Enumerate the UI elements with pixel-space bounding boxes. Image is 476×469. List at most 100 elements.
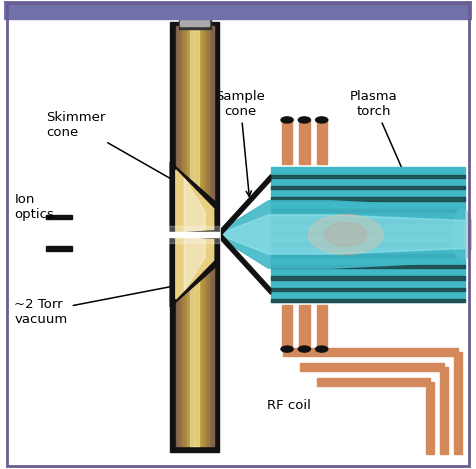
Bar xyxy=(192,237,193,446)
Bar xyxy=(271,265,465,268)
Ellipse shape xyxy=(308,215,383,254)
Bar xyxy=(202,26,204,232)
Bar xyxy=(300,363,444,371)
Bar xyxy=(211,26,212,232)
Bar xyxy=(181,237,182,446)
Bar xyxy=(183,26,185,232)
Bar xyxy=(196,26,197,232)
Bar xyxy=(454,352,462,454)
Bar xyxy=(271,242,465,246)
Bar xyxy=(188,237,190,446)
Bar xyxy=(426,382,434,454)
Bar xyxy=(195,26,196,232)
Ellipse shape xyxy=(325,223,367,246)
Bar xyxy=(212,26,214,232)
Bar xyxy=(46,215,72,219)
Polygon shape xyxy=(222,234,271,295)
Bar xyxy=(200,237,201,446)
Bar xyxy=(192,26,193,232)
Bar xyxy=(191,26,192,232)
Bar xyxy=(317,120,327,164)
Bar xyxy=(271,220,465,223)
Polygon shape xyxy=(170,236,219,307)
Bar xyxy=(271,276,465,280)
Bar xyxy=(187,237,188,446)
Bar xyxy=(201,26,202,232)
Bar xyxy=(181,26,182,232)
Bar xyxy=(208,26,210,232)
Bar xyxy=(299,305,309,349)
Bar xyxy=(206,26,208,232)
Ellipse shape xyxy=(298,346,310,352)
Bar xyxy=(317,378,430,386)
Bar xyxy=(271,254,465,257)
Bar xyxy=(187,26,188,232)
Polygon shape xyxy=(184,178,205,232)
Bar xyxy=(196,237,197,446)
Bar xyxy=(28,232,219,237)
Bar xyxy=(177,26,178,232)
Polygon shape xyxy=(170,162,219,233)
Polygon shape xyxy=(222,201,465,268)
Bar xyxy=(282,120,292,164)
Bar xyxy=(197,237,198,446)
Bar xyxy=(178,26,179,232)
Polygon shape xyxy=(222,174,271,234)
Ellipse shape xyxy=(452,209,473,260)
Bar xyxy=(198,237,200,446)
Bar xyxy=(176,26,177,232)
Bar xyxy=(46,246,72,250)
Bar xyxy=(202,237,204,446)
Bar xyxy=(317,305,327,349)
Bar xyxy=(283,348,458,356)
Bar xyxy=(271,197,465,201)
Bar xyxy=(198,26,200,232)
Bar xyxy=(178,237,179,446)
Bar xyxy=(176,237,177,446)
Bar xyxy=(205,26,206,232)
Bar xyxy=(195,237,196,446)
Bar xyxy=(210,237,211,446)
Bar xyxy=(205,237,206,446)
Text: ~2 Torr
vacuum: ~2 Torr vacuum xyxy=(14,283,182,325)
Polygon shape xyxy=(224,215,465,254)
Bar xyxy=(186,237,187,446)
Bar xyxy=(211,237,212,446)
Bar xyxy=(201,237,202,446)
Bar xyxy=(208,237,210,446)
Text: Ion
optics: Ion optics xyxy=(14,193,54,221)
Bar xyxy=(177,237,178,446)
Bar xyxy=(271,231,465,234)
Bar xyxy=(271,299,465,303)
Bar xyxy=(170,22,219,452)
Bar xyxy=(271,186,465,189)
Ellipse shape xyxy=(281,117,293,123)
Bar xyxy=(179,26,181,232)
Text: RF coil: RF coil xyxy=(268,399,311,412)
Bar xyxy=(193,26,195,232)
Bar xyxy=(197,26,198,232)
Bar xyxy=(185,26,186,232)
Bar xyxy=(185,237,186,446)
Bar xyxy=(190,26,199,232)
Bar xyxy=(182,26,183,232)
Bar xyxy=(282,305,292,349)
Bar xyxy=(186,26,187,232)
Bar xyxy=(206,237,208,446)
Bar xyxy=(190,237,191,446)
Ellipse shape xyxy=(281,346,293,352)
Bar xyxy=(183,237,185,446)
Bar xyxy=(182,237,183,446)
Polygon shape xyxy=(176,237,214,299)
Bar xyxy=(180,16,209,26)
Text: Skimmer
cone: Skimmer cone xyxy=(46,111,183,186)
Ellipse shape xyxy=(316,117,328,123)
Text: Plasma
torch: Plasma torch xyxy=(350,90,405,174)
Bar xyxy=(439,367,448,454)
Bar xyxy=(28,226,219,243)
Bar xyxy=(179,237,181,446)
Bar xyxy=(271,166,465,303)
Bar xyxy=(299,120,309,164)
Text: Sample
cone: Sample cone xyxy=(216,90,265,197)
Polygon shape xyxy=(184,237,205,291)
